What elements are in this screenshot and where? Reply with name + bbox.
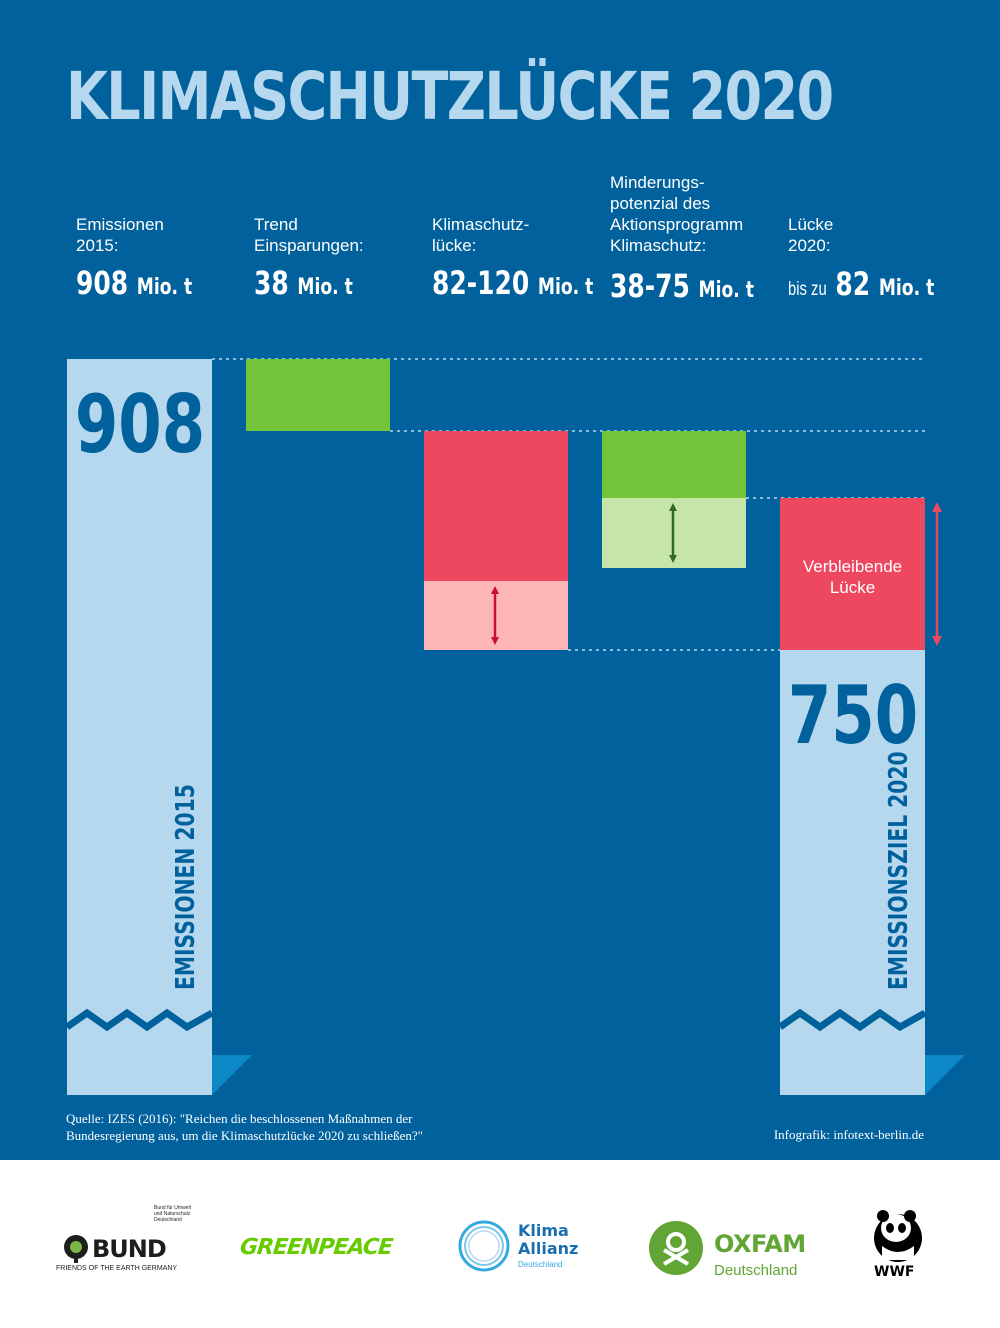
- klima-allianz-ring-icon: [458, 1220, 510, 1272]
- bund-name: BUND: [92, 1235, 167, 1263]
- header-trend: Trend Einsparungen:: [254, 214, 364, 256]
- source-note: Quelle: IZES (2016): "Reichen die beschl…: [66, 1111, 423, 1143]
- bund-logo: BUND FRIENDS OF THE EARTH GERMANY Bund f…: [56, 1205, 196, 1275]
- break-zigzag: [777, 1008, 927, 1032]
- infographic-panel: KLIMASCHUTZLÜCKE 2020 Emissionen 2015: 9…: [0, 0, 1000, 1160]
- bar-minderungspotenzial: [602, 431, 746, 568]
- bar-label-verbleibende-luecke: Verbleibende Lücke: [802, 557, 903, 597]
- credit-note: Infografik: infotext-berlin.de: [773, 1127, 924, 1142]
- header-value: 908: [76, 264, 129, 302]
- bund-side-text: Bund für Umwelt und Naturschutz Deutschl…: [154, 1205, 191, 1223]
- header-value: 82: [835, 265, 871, 303]
- header-emissionen-2015: Emissionen 2015:: [76, 214, 164, 256]
- header-value: 38: [254, 264, 289, 302]
- header-prefix: bis zu: [788, 279, 827, 300]
- oxfam-sub: Deutschland: [714, 1262, 798, 1279]
- oxfam-logo: OXFAM Deutschland: [648, 1220, 818, 1280]
- fold-corner: [925, 1055, 965, 1095]
- bund-sub: FRIENDS OF THE EARTH GERMANY: [56, 1265, 178, 1272]
- klima-allianz-line2: Allianz: [518, 1239, 579, 1258]
- break-zigzag: [64, 1008, 214, 1032]
- axis-label-emissionen-2015: EMISSIONEN 2015: [171, 784, 201, 990]
- bar-verbleibende-luecke: [780, 498, 942, 650]
- panda-icon: [874, 1210, 922, 1262]
- bar-verbleibende-luecke-rect: [780, 498, 925, 650]
- header-value: 82-120: [432, 264, 530, 302]
- bar-value-908: 908: [75, 377, 205, 471]
- page-title: KLIMASCHUTZLÜCKE 2020: [66, 58, 834, 135]
- header-luecke-2020: Lücke 2020:: [788, 214, 833, 256]
- greenpeace-logo: GREENPEACE: [238, 1235, 394, 1260]
- header-value: 38-75: [610, 267, 690, 305]
- header-label: Trend Einsparungen:: [254, 215, 364, 255]
- wwf-name: WWF: [874, 1264, 915, 1280]
- axis-label-emissionsziel-2020: EMISSIONSZIEL 2020: [884, 751, 914, 990]
- header-unit: Mio. t: [297, 275, 353, 300]
- oxfam-icon: [649, 1221, 703, 1275]
- header-unit: Mio. t: [878, 276, 935, 301]
- bar-klimaschutzluecke: [424, 431, 568, 650]
- header-label: Klimaschutz- lücke:: [432, 215, 530, 255]
- header-label: Emissionen 2015:: [76, 215, 164, 255]
- klima-allianz-line3: Deutschland: [518, 1260, 563, 1269]
- bar-minderungspotenzial-min: [602, 431, 746, 498]
- fold-corner: [212, 1055, 252, 1095]
- bund-tree-icon: [64, 1235, 88, 1263]
- bar-emissionen-2015: 908 EMISSIONEN 2015: [64, 359, 252, 1095]
- header-unit: Mio. t: [698, 278, 754, 303]
- bar-trend-einsparungen: [246, 359, 390, 431]
- klima-allianz-line1: Klima: [518, 1221, 569, 1240]
- header-klimaschutzluecke: Klimaschutz- lücke:: [432, 214, 529, 256]
- bar-value-750: 750: [788, 668, 918, 762]
- header-minderungspotenzial: Minderungs- potenzial des Aktionsprogram…: [610, 172, 743, 256]
- wwf-logo: WWF: [868, 1206, 926, 1282]
- oxfam-name: OXFAM: [714, 1230, 806, 1258]
- bar-emissionsziel-2020: 750 EMISSIONSZIEL 2020: [777, 650, 965, 1095]
- bar-klimaschutzluecke-min: [424, 431, 568, 581]
- header-label: Lücke 2020:: [788, 215, 834, 255]
- header-label: Minderungs- potenzial des Aktionsprogram…: [610, 173, 744, 255]
- klima-allianz-logo: Klima Allianz Deutschland: [456, 1218, 586, 1278]
- bar-emissionen-2015-rect: [67, 359, 212, 1095]
- header-unit: Mio. t: [136, 275, 193, 300]
- header-unit: Mio. t: [537, 275, 594, 300]
- waterfall-chart: 908 EMISSIONEN 2015: [64, 358, 965, 1095]
